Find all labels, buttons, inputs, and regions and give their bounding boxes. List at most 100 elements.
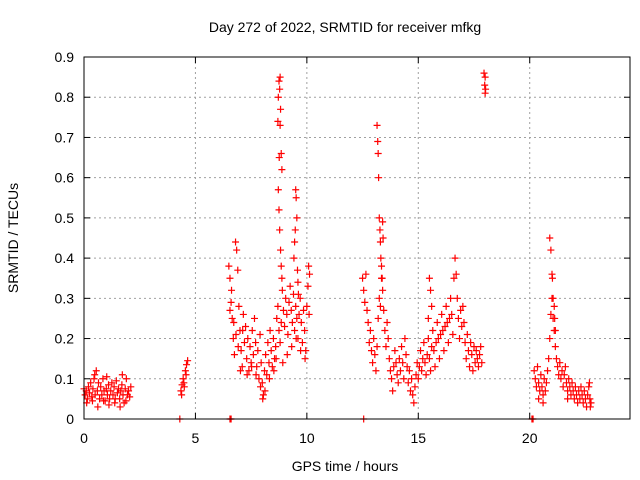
data-point: [305, 262, 313, 270]
data-point: [228, 314, 236, 322]
data-point: [534, 363, 542, 371]
data-point: [183, 361, 191, 369]
data-point: [409, 391, 417, 399]
data-point: [87, 379, 95, 387]
data-point: [377, 254, 385, 262]
data-point: [236, 367, 244, 375]
data-point: [86, 389, 94, 397]
data-point: [535, 379, 543, 387]
data-point: [545, 355, 553, 363]
data-point: [97, 383, 105, 391]
data-point: [274, 117, 282, 125]
data-point: [423, 351, 431, 359]
data-point: [295, 310, 303, 318]
data-point: [472, 347, 480, 355]
data-point: [275, 154, 283, 162]
data-point: [235, 302, 243, 310]
data-point: [452, 270, 460, 278]
data-point: [375, 294, 383, 302]
y-tick-label: 0.2: [55, 331, 75, 347]
data-point: [276, 121, 284, 129]
data-point: [116, 395, 124, 403]
data-point: [427, 367, 435, 375]
data-point: [303, 302, 311, 310]
data-point: [294, 290, 302, 298]
data-point: [292, 186, 300, 194]
y-tick-label: 0.7: [55, 129, 75, 145]
data-point: [184, 357, 192, 365]
data-point: [81, 391, 89, 399]
data-point: [405, 367, 413, 375]
data-point: [418, 367, 426, 375]
data-point: [292, 302, 300, 310]
data-point: [291, 327, 299, 335]
y-tick-label: 0.1: [55, 371, 75, 387]
data-point: [372, 367, 380, 375]
data-point: [178, 391, 186, 399]
data-point: [277, 246, 285, 254]
data-point: [428, 302, 436, 310]
data-point: [415, 363, 423, 371]
data-point: [531, 375, 539, 383]
data-point: [262, 351, 270, 359]
data-point: [304, 282, 312, 290]
data-point: [291, 226, 299, 234]
data-point: [412, 371, 420, 379]
data-point: [265, 359, 273, 367]
data-point: [371, 351, 379, 359]
data-point: [551, 343, 559, 351]
data-point: [117, 387, 125, 395]
data-point: [259, 395, 267, 403]
data-point: [374, 137, 382, 145]
data-point: [283, 351, 291, 359]
data-point: [237, 347, 245, 355]
data-point: [381, 327, 389, 335]
data-point: [301, 355, 309, 363]
data-point: [84, 383, 92, 391]
data-point: [539, 399, 547, 407]
data-point: [111, 399, 119, 407]
data-point: [390, 363, 398, 371]
data-point: [561, 363, 569, 371]
data-point: [471, 359, 479, 367]
data-point: [227, 298, 235, 306]
data-point: [92, 367, 100, 375]
data-point: [276, 73, 284, 81]
data-point: [99, 375, 107, 383]
plot-frame: [83, 56, 631, 420]
data-point: [417, 347, 425, 355]
data-point: [228, 286, 236, 294]
data-point: [440, 347, 448, 355]
data-point: [477, 343, 485, 351]
data-point: [587, 399, 595, 407]
data-point: [290, 254, 298, 262]
data-point: [568, 379, 576, 387]
data-point: [306, 270, 314, 278]
data-point: [547, 246, 555, 254]
data-point: [586, 403, 594, 411]
data-point: [546, 335, 554, 343]
data-point: [274, 186, 282, 194]
data-point: [559, 383, 567, 391]
data-point: [549, 294, 557, 302]
grid: [84, 57, 630, 419]
data-point: [369, 359, 377, 367]
data-point: [408, 375, 416, 383]
data-point: [230, 351, 238, 359]
data-point: [275, 77, 283, 85]
data-point: [277, 262, 285, 270]
data-point: [375, 174, 383, 182]
data-point: [565, 375, 573, 383]
data-point: [182, 371, 190, 379]
data-point: [541, 387, 549, 395]
data-point: [233, 246, 241, 254]
data-point: [264, 339, 272, 347]
data-point: [226, 306, 234, 314]
data-point: [379, 234, 387, 242]
data-point: [396, 367, 404, 375]
data-point: [300, 306, 308, 314]
data-point: [456, 335, 464, 343]
data-point: [395, 355, 403, 363]
data-point: [293, 214, 301, 222]
